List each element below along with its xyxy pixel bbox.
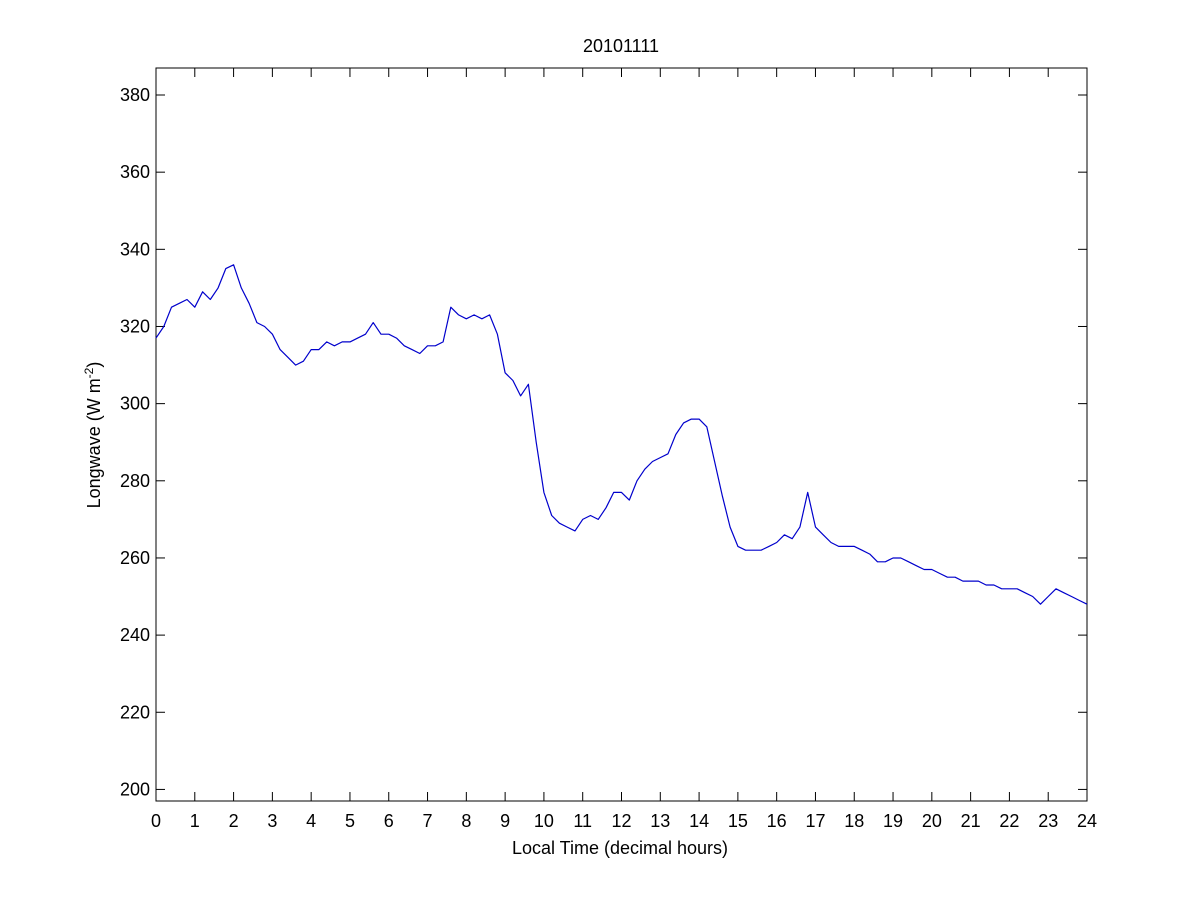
longwave-series-line xyxy=(155,264,1088,605)
y-tick-label: 220 xyxy=(120,702,150,722)
x-tick-label: 7 xyxy=(423,811,433,831)
y-tick-label: 240 xyxy=(120,625,150,645)
y-axis-label: Longwave (W m-2) xyxy=(82,362,104,509)
x-tick-label: 16 xyxy=(767,811,787,831)
x-tick-label: 3 xyxy=(267,811,277,831)
axis-ticks xyxy=(155,68,1088,801)
x-tick-label: 21 xyxy=(961,811,981,831)
x-tick-label: 9 xyxy=(500,811,510,831)
x-tick-label: 2 xyxy=(229,811,239,831)
x-tick-label: 0 xyxy=(151,811,161,831)
x-tick-labels: 0 1 2 3 4 5 6 7 8 9 10 11 12 13 14 15 16 17 18 19 20 21 22 23 24 xyxy=(151,811,1097,831)
x-tick-label: 23 xyxy=(1038,811,1058,831)
chart-title: 20101111 xyxy=(583,36,659,56)
x-tick-label: 17 xyxy=(805,811,825,831)
x-axis-label: Local Time (decimal hours) xyxy=(512,838,728,858)
x-tick-label: 15 xyxy=(728,811,748,831)
y-tick-label: 360 xyxy=(120,162,150,182)
x-tick-label: 22 xyxy=(999,811,1019,831)
x-tick-label: 12 xyxy=(611,811,631,831)
y-tick-label: 200 xyxy=(120,779,150,799)
y-axis-label-close: ) xyxy=(84,362,104,368)
x-tick-label: 19 xyxy=(883,811,903,831)
plot-area xyxy=(155,67,1088,802)
x-tick-label: 1 xyxy=(190,811,200,831)
y-axis-label-superscript: -2 xyxy=(82,367,96,378)
x-tick-label: 11 xyxy=(573,811,592,831)
y-tick-label: 280 xyxy=(120,471,150,491)
y-tick-label: 300 xyxy=(120,394,150,414)
y-axis-label-main: Longwave (W m xyxy=(84,378,104,508)
y-tick-label: 340 xyxy=(120,239,150,259)
x-tick-label: 6 xyxy=(384,811,394,831)
x-tick-label: 4 xyxy=(306,811,316,831)
y-tick-labels: 200 220 240 260 280 300 320 340 360 380 xyxy=(120,85,150,799)
x-tick-label: 5 xyxy=(345,811,355,831)
x-tick-label: 13 xyxy=(650,811,670,831)
x-tick-label: 24 xyxy=(1077,811,1097,831)
y-tick-label: 320 xyxy=(120,316,150,336)
y-tick-label: 260 xyxy=(120,548,150,568)
y-tick-label: 380 xyxy=(120,85,150,105)
x-tick-label: 20 xyxy=(922,811,942,831)
x-tick-label: 14 xyxy=(689,811,709,831)
x-tick-label: 18 xyxy=(844,811,864,831)
x-tick-label: 8 xyxy=(461,811,471,831)
x-tick-label: 10 xyxy=(534,811,554,831)
